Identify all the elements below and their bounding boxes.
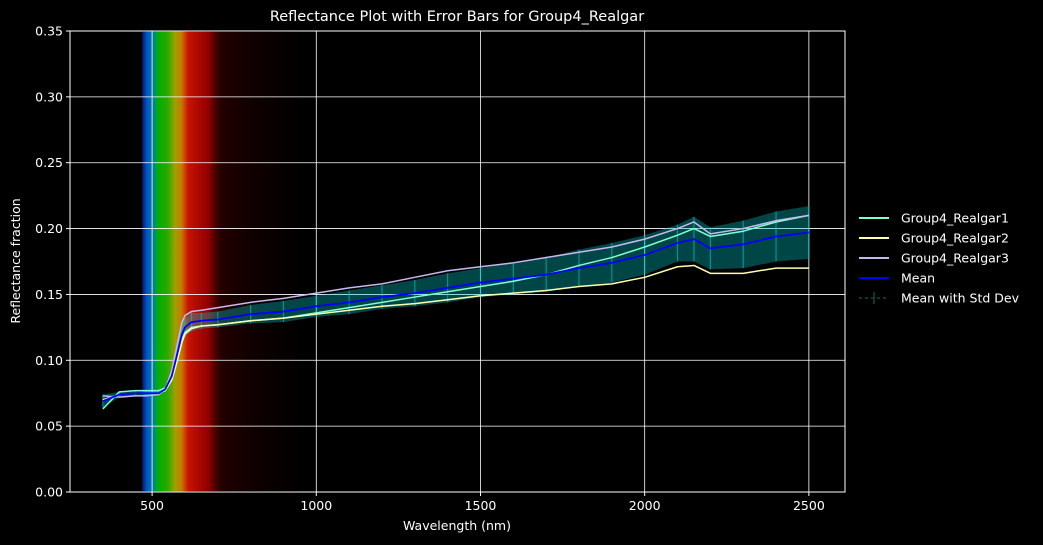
x-tick-label: 2500 xyxy=(793,498,825,513)
series-lines xyxy=(102,214,810,410)
y-axis-ticks: 0.00 0.05 0.10 0.15 0.20 0.25 0.30 0.35 xyxy=(35,24,70,500)
spectrum-gradient xyxy=(142,31,300,492)
visible-spectrum-band xyxy=(142,31,300,492)
y-tick-label: 0.35 xyxy=(35,24,63,39)
y-tick-label: 0.10 xyxy=(35,353,63,368)
legend: Group4_Realgar1 Group4_Realgar2 Group4_Rea… xyxy=(859,211,1020,306)
y-tick-label: 0.30 xyxy=(35,89,63,104)
x-tick-label: 1000 xyxy=(300,498,332,513)
series-line-mean xyxy=(102,231,809,402)
chart-title: Reflectance Plot with Error Bars for Gro… xyxy=(270,9,644,25)
x-tick-label: 500 xyxy=(140,498,164,513)
y-tick-label: 0.15 xyxy=(35,287,63,302)
x-tick-label: 1500 xyxy=(465,498,497,513)
legend-label-mean-with-std-dev: Mean with Std Dev xyxy=(901,291,1020,306)
grid-lines xyxy=(70,30,845,493)
y-tick-label: 0.20 xyxy=(35,221,63,236)
y-tick-label: 0.00 xyxy=(35,485,63,500)
y-tick-label: 0.25 xyxy=(35,155,63,170)
legend-label-mean: Mean xyxy=(901,271,935,286)
x-tick-label: 2000 xyxy=(629,498,661,513)
std-dev-area xyxy=(102,206,809,408)
legend-label-group4-realgar3: Group4_Realgar3 xyxy=(901,251,1009,266)
legend-label-group4-realgar1: Group4_Realgar1 xyxy=(901,211,1009,226)
legend-label-group4-realgar2: Group4_Realgar2 xyxy=(901,231,1009,246)
y-tick-label: 0.05 xyxy=(35,419,63,434)
x-axis-label: Wavelength (nm) xyxy=(403,518,511,533)
y-axis-label: Reflectance fraction xyxy=(8,198,23,323)
x-axis-ticks: 500 1000 1500 2000 2500 xyxy=(140,492,825,513)
